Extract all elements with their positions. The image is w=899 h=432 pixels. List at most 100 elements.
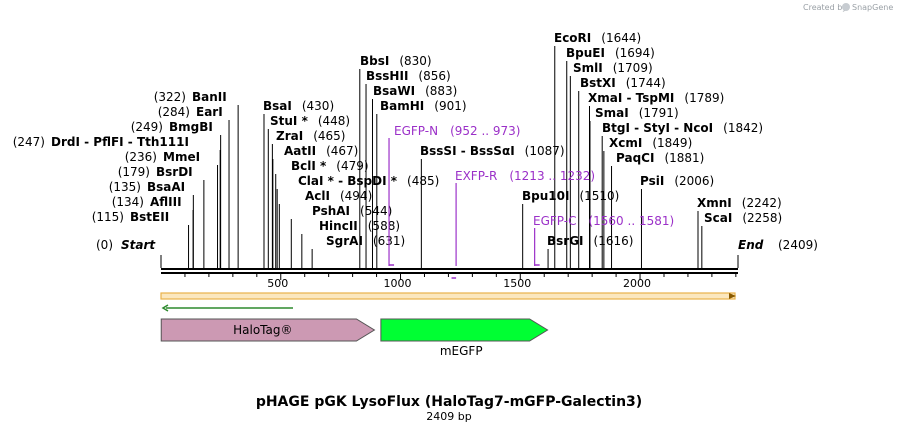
start-position: (0) <box>96 238 113 252</box>
enzyme-position: (1789) <box>684 91 724 105</box>
enzyme-position: (1791) <box>639 106 679 120</box>
enzyme-name: BmgBI <box>169 120 213 134</box>
enzyme-name: XmnI <box>697 196 732 210</box>
enzyme-name: XcmI <box>609 136 642 150</box>
feature-label: mEGFP <box>440 344 483 358</box>
start-marker: (0) Start <box>96 238 156 252</box>
snapgene-logo-icon <box>842 3 850 11</box>
enzyme-name: BstEII <box>130 210 169 224</box>
site-mmei[interactable]: MmeI (236) <box>125 150 200 164</box>
site-smai[interactable]: SmaI (1791) <box>595 106 679 120</box>
enzyme-position: (1849) <box>652 136 692 150</box>
primer-range: (1560 .. 1581) <box>588 214 674 228</box>
primer-exfp-r[interactable]: EXFP-R (1213 .. 1232) <box>451 169 596 279</box>
site-xmni[interactable]: XmnI (2242) <box>697 196 782 210</box>
site-bsrdi[interactable]: BsrDI (179) <box>118 165 193 179</box>
enzyme-position: (115) <box>92 210 124 224</box>
enzyme-position: (1694) <box>615 46 655 60</box>
primer-name: EGFP-N <box>394 124 438 138</box>
site-acli[interactable]: AclI (494) <box>305 189 372 203</box>
enzyme-name: PaqCI <box>616 151 654 165</box>
site-paqci[interactable]: PaqCI (1881) <box>616 151 704 165</box>
tick-label: 1000 <box>384 277 412 290</box>
enzyme-position: (2258) <box>742 211 782 225</box>
ruler-ticks: 500 1000 1500 2000 <box>184 274 737 290</box>
site-pshai[interactable]: PshAI (544) <box>312 204 392 218</box>
enzyme-name: BanII <box>192 90 227 104</box>
feature-halotag[interactable]: HaloTag® <box>160 318 376 342</box>
enzyme-name: BclI * <box>291 159 327 173</box>
enzyme-position: (901) <box>434 99 466 113</box>
enzyme-name: BpuEI <box>566 46 605 60</box>
site-banii[interactable]: BanII (322) <box>154 90 227 104</box>
site-psii[interactable]: PsiI (2006) <box>640 174 714 188</box>
site-hincii[interactable]: HincII (588) <box>319 219 400 233</box>
site-bsaai[interactable]: BsaAI (135) <box>109 180 185 194</box>
site-afliii[interactable]: AflIII (134) <box>112 195 182 209</box>
enzyme-name: EcoRI <box>554 31 591 45</box>
primer-name: EGFP-C <box>533 214 576 228</box>
site-aatii[interactable]: AatII (467) <box>284 144 358 158</box>
feature-track[interactable]: HaloTag® mEGFP <box>160 318 549 358</box>
enzyme-position: (322) <box>154 90 186 104</box>
enzyme-name: ZraI <box>276 129 303 143</box>
enzyme-name: ClaI * - BspDI * <box>298 174 398 188</box>
site-bpuei[interactable]: BpuEI (1694) <box>566 46 655 60</box>
site-bsai[interactable]: BsaI (430) <box>263 99 334 113</box>
credit-text: Created by <box>803 3 847 12</box>
orf-bar-main[interactable] <box>160 292 736 300</box>
enzyme-position: (494) <box>340 189 372 203</box>
snapgene-credit: Created by SnapGene <box>803 3 893 12</box>
enzyme-position: (467) <box>326 144 358 158</box>
restriction-site-labels: BanII (322) EarI (284)BmgBI (249)DrdI - PflF… <box>13 31 783 248</box>
primer-egfp-n[interactable]: EGFP-N (952 .. 973) <box>388 124 521 266</box>
site-zrai[interactable]: ZraI (465) <box>276 129 345 143</box>
primer-egfp-c[interactable]: EGFP-C (1560 .. 1581) <box>533 214 674 266</box>
enzyme-position: (883) <box>425 84 457 98</box>
enzyme-position: (247) <box>13 135 45 149</box>
end-position: (2409) <box>778 238 818 252</box>
enzyme-name: ScaI <box>704 211 732 225</box>
enzyme-name: BamHI <box>380 99 424 113</box>
enzyme-name: XmaI - TspMI <box>588 91 674 105</box>
tick-label: 500 <box>267 277 288 290</box>
site-bsssi[interactable]: BssSI - BssSαI (1087) <box>420 144 565 158</box>
site-bamhi[interactable]: BamHI (901) <box>380 99 467 113</box>
site-clai[interactable]: ClaI * - BspDI * (485) <box>298 174 439 188</box>
site-bsawi[interactable]: BsaWI (883) <box>373 84 457 98</box>
enzyme-position: (2006) <box>674 174 714 188</box>
orf-track[interactable] <box>160 292 736 312</box>
primer-annotations: EGFP-N (952 .. 973) EXFP-R (1213 .. 1232)EG… <box>388 124 674 279</box>
site-drdi[interactable]: DrdI - PflFI - Tth111I (247) <box>13 135 189 149</box>
enzyme-position: (1709) <box>613 61 653 75</box>
enzyme-position: (2242) <box>742 196 782 210</box>
enzyme-name: MmeI <box>163 150 200 164</box>
feature-megfp[interactable]: mEGFP <box>380 318 549 358</box>
site-bsshii[interactable]: BssHII (856) <box>366 69 451 83</box>
enzyme-name: Bpu10I <box>522 189 569 203</box>
site-scai[interactable]: ScaI (2258) <box>704 211 782 225</box>
enzyme-name: BbsI <box>360 54 389 68</box>
site-bsrgi[interactable]: BsrGI (1616) <box>547 234 633 248</box>
credit-brand: SnapGene <box>852 3 893 12</box>
enzyme-name: AflIII <box>150 195 182 209</box>
site-ecori[interactable]: EcoRI (1644) <box>554 31 641 45</box>
site-bmgbi[interactable]: BmgBI (249) <box>131 120 213 134</box>
site-bpu10i[interactable]: Bpu10I (1510) <box>522 189 619 203</box>
site-xcmi[interactable]: XcmI (1849) <box>609 136 692 150</box>
enzyme-position: (1616) <box>594 234 634 248</box>
dna-backbone[interactable] <box>161 268 738 274</box>
site-bstxi[interactable]: BstXI (1744) <box>580 76 666 90</box>
enzyme-position: (236) <box>125 150 157 164</box>
site-stui[interactable]: StuI * (448) <box>270 114 350 128</box>
site-bsteii[interactable]: BstEII (115) <box>92 210 169 224</box>
site-xmai[interactable]: XmaI - TspMI (1789) <box>588 91 724 105</box>
site-smli[interactable]: SmlI (1709) <box>573 61 653 75</box>
enzyme-position: (1644) <box>601 31 641 45</box>
primer-range: (952 .. 973) <box>450 124 520 138</box>
site-bbsi[interactable]: BbsI (830) <box>360 54 432 68</box>
site-eari[interactable]: EarI (284) <box>158 105 223 119</box>
site-bcli[interactable]: BclI * (479) <box>291 159 369 173</box>
site-btgi[interactable]: BtgI - StyI - NcoI (1842) <box>602 121 763 135</box>
